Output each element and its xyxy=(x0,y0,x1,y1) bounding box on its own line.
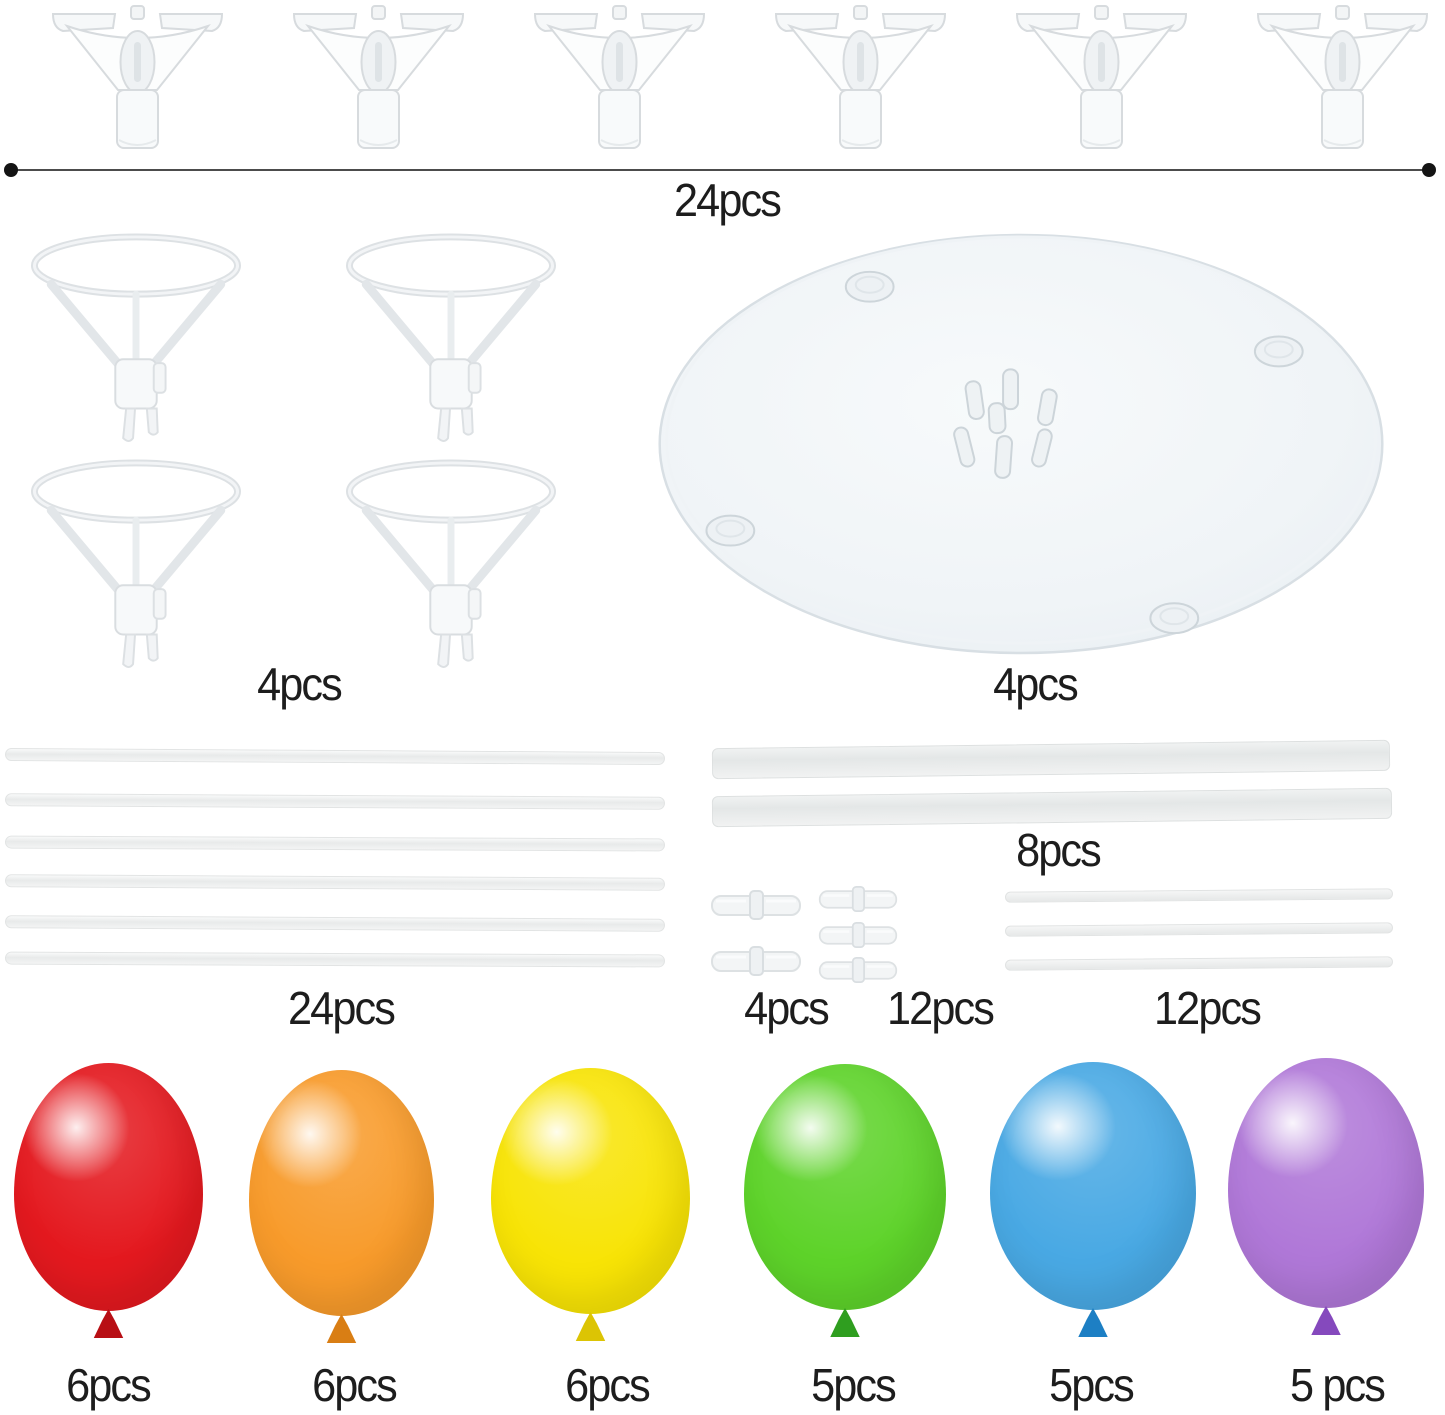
ring-holder-icon xyxy=(26,233,246,445)
small-connector-icon xyxy=(818,955,898,985)
small-connector-icon xyxy=(818,920,898,950)
balloon-cup-icon xyxy=(286,2,471,154)
balloon-count-label: 5 pcs xyxy=(1290,1359,1386,1411)
long-stick-icon xyxy=(4,793,666,810)
small-connectors-count-label: 12pcs xyxy=(887,982,995,1034)
balloon-cup-icon xyxy=(1250,2,1435,154)
cups-count-label: 24pcs xyxy=(674,174,782,226)
long-stick-icon xyxy=(4,874,666,891)
large-connector-icon xyxy=(710,944,802,978)
measure-line xyxy=(4,163,1436,177)
balloon-count-label: 5pcs xyxy=(811,1359,897,1411)
thick-tube-icon xyxy=(711,739,1391,780)
balloon-orange xyxy=(249,1070,434,1316)
long-stick-icon xyxy=(4,915,666,932)
long-sticks-count-label: 24pcs xyxy=(288,982,396,1034)
short-stick-icon xyxy=(1004,922,1394,937)
long-stick-icon xyxy=(4,747,666,766)
balloon-blue xyxy=(990,1062,1196,1310)
short-stick-icon xyxy=(1004,956,1394,971)
balloon-cup-icon xyxy=(1009,2,1194,154)
balloon-yellow xyxy=(491,1068,690,1314)
short-sticks-count-label: 12pcs xyxy=(1154,982,1262,1034)
balloon-green xyxy=(744,1064,946,1310)
large-connector-icon xyxy=(710,888,802,922)
balloon-cup-icon xyxy=(527,2,712,154)
long-stick-icon xyxy=(4,951,666,968)
base-plate-icon xyxy=(652,232,1390,660)
base-plate-count-label: 4pcs xyxy=(993,658,1079,710)
ring-holders-count-label: 4pcs xyxy=(257,658,343,710)
balloon-purple xyxy=(1228,1058,1424,1308)
small-connector-icon xyxy=(818,884,898,914)
ring-holder-icon xyxy=(341,459,561,671)
balloon-count-label: 5pcs xyxy=(1049,1359,1135,1411)
thick-tube-icon xyxy=(711,787,1393,828)
long-stick-icon xyxy=(4,835,666,852)
thick-tubes-count-label: 8pcs xyxy=(1016,824,1102,876)
short-stick-icon xyxy=(1004,888,1394,903)
ring-holder-icon xyxy=(26,459,246,671)
balloon-red xyxy=(14,1063,203,1311)
ring-holder-icon xyxy=(341,233,561,445)
balloon-count-label: 6pcs xyxy=(66,1359,152,1411)
large-connectors-count-label: 4pcs xyxy=(744,982,830,1034)
balloon-count-label: 6pcs xyxy=(565,1359,651,1411)
balloon-count-label: 6pcs xyxy=(312,1359,398,1411)
balloon-cup-icon xyxy=(45,2,230,154)
balloon-cup-icon xyxy=(768,2,953,154)
